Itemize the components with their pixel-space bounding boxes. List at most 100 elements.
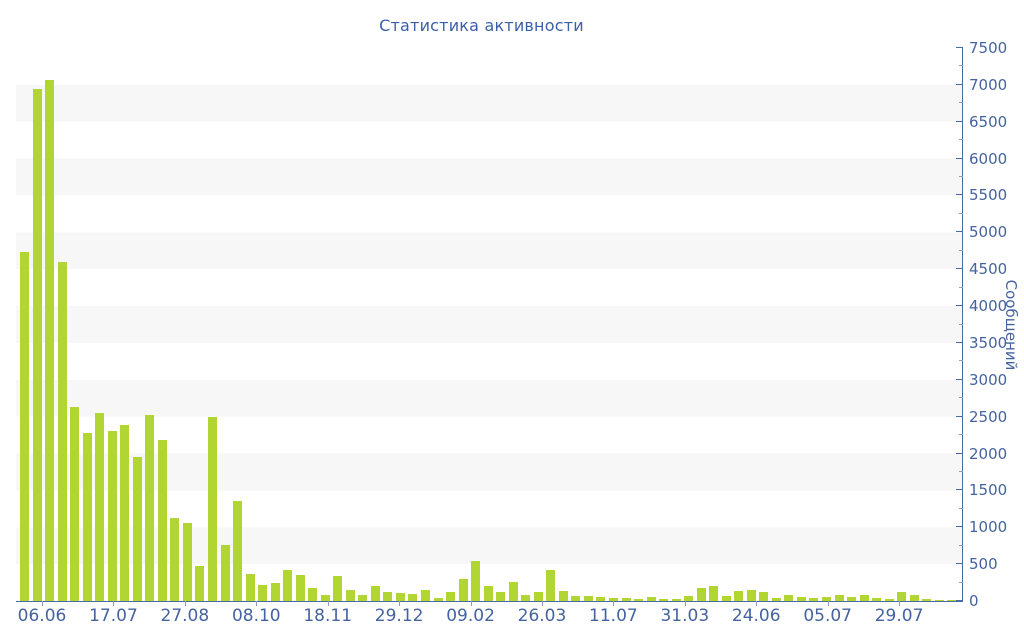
bar — [245, 573, 255, 601]
x-axis-tick — [184, 601, 186, 606]
bar — [270, 583, 280, 601]
y-axis-minor-tick — [959, 176, 963, 178]
x-axis-tick — [541, 601, 543, 606]
plot-area: 06.06 17.07 27.08 08.10 18.11 29.12 09.02 26.03… — [16, 47, 963, 626]
y-axis-minor-tick — [959, 544, 963, 546]
bar — [383, 592, 393, 601]
bar — [759, 592, 769, 601]
bar — [471, 561, 481, 601]
y-axis-major-tick — [956, 83, 963, 85]
y-axis-title: Сообщений — [1002, 279, 1020, 371]
y-axis-minor-tick — [959, 212, 963, 214]
x-axis-label: 29.12 — [374, 606, 424, 626]
y-axis-major-tick — [956, 120, 963, 122]
y-axis-label: 5500 — [969, 186, 1008, 205]
x-axis-label: 08.10 — [231, 606, 281, 626]
bar — [533, 592, 543, 601]
bar — [57, 261, 67, 601]
bar — [132, 457, 142, 601]
x-axis-label: 18.11 — [303, 606, 353, 626]
x-axis-tick — [613, 601, 615, 606]
y-axis-label: 3000 — [969, 370, 1008, 389]
bar — [508, 582, 518, 601]
y-axis-label: 4000 — [969, 297, 1008, 316]
y-axis-minor-tick — [959, 360, 963, 362]
x-axis-tick — [327, 601, 329, 606]
bar — [182, 522, 192, 601]
x-axis-label: 31.03 — [660, 606, 710, 626]
bar — [634, 599, 644, 601]
bar — [671, 598, 681, 601]
y-axis-label: 2500 — [969, 407, 1008, 426]
bar — [446, 592, 456, 601]
y-axis-major-tick — [956, 415, 963, 417]
bar — [345, 589, 355, 601]
bar — [358, 595, 368, 601]
bar — [370, 586, 380, 601]
y-axis-labels: 0 500 1000 1500 2000 2500 3000 3500 4000 4500 5000… — [969, 40, 1023, 609]
bar — [233, 500, 243, 601]
y-axis-minor-tick — [959, 286, 963, 288]
x-axis-label: 26.03 — [517, 606, 567, 626]
y-axis-minor-tick — [959, 102, 963, 104]
y-axis-minor-tick — [959, 65, 963, 67]
bars-container — [20, 48, 957, 601]
y-axis-major-tick — [956, 157, 963, 159]
bar — [95, 412, 105, 601]
x-axis-tick — [827, 601, 829, 606]
y-axis-major-tick — [956, 268, 963, 270]
bar — [771, 598, 781, 601]
bar — [333, 575, 343, 601]
bar — [308, 588, 318, 601]
bar — [395, 593, 405, 601]
bar — [746, 589, 756, 601]
bar — [32, 88, 42, 601]
x-axis-label: 11.07 — [589, 606, 638, 626]
x-axis-tick — [756, 601, 758, 606]
y-axis-minor-tick — [959, 470, 963, 472]
y-axis-minor-tick — [959, 249, 963, 251]
y-axis-major-tick — [956, 305, 963, 307]
bar — [320, 594, 330, 601]
y-axis-label: 6500 — [969, 112, 1008, 131]
y-axis-major-tick — [956, 194, 963, 196]
y-axis-major-tick — [956, 526, 963, 528]
bar — [696, 588, 706, 601]
bar — [659, 598, 669, 601]
bar — [170, 518, 180, 601]
x-axis-label: 17.07 — [89, 606, 138, 626]
y-axis-minor-tick — [959, 397, 963, 399]
bar — [408, 594, 418, 601]
bar — [258, 584, 268, 601]
bar — [897, 592, 907, 601]
bar — [483, 585, 493, 601]
x-axis-label: 24.06 — [731, 606, 781, 626]
bar — [834, 594, 844, 601]
bar — [70, 407, 80, 601]
y-axis-label: 1000 — [969, 518, 1008, 537]
x-axis-tick — [113, 601, 115, 606]
y-axis-label: 4500 — [969, 260, 1008, 279]
bar — [709, 586, 719, 601]
bar — [796, 597, 806, 601]
y-axis-label: 7000 — [969, 75, 1008, 94]
y-axis-major-tick — [956, 231, 963, 233]
y-axis-minor-tick — [959, 581, 963, 583]
x-axis-tick — [399, 601, 401, 606]
y-axis-major-tick — [956, 378, 963, 380]
bar — [583, 596, 593, 601]
bar — [922, 599, 932, 601]
y-axis-minor-tick — [959, 139, 963, 141]
bar — [884, 599, 894, 601]
bar — [207, 416, 217, 601]
y-axis-label: 5000 — [969, 223, 1008, 242]
bar — [45, 80, 55, 601]
bar — [822, 596, 831, 601]
bar — [220, 544, 230, 601]
x-axis-tick — [684, 601, 686, 606]
bar — [521, 594, 531, 601]
bar — [546, 570, 556, 601]
x-axis-tick — [42, 601, 43, 606]
y-axis-label: 3500 — [969, 333, 1008, 352]
bar — [847, 597, 857, 601]
